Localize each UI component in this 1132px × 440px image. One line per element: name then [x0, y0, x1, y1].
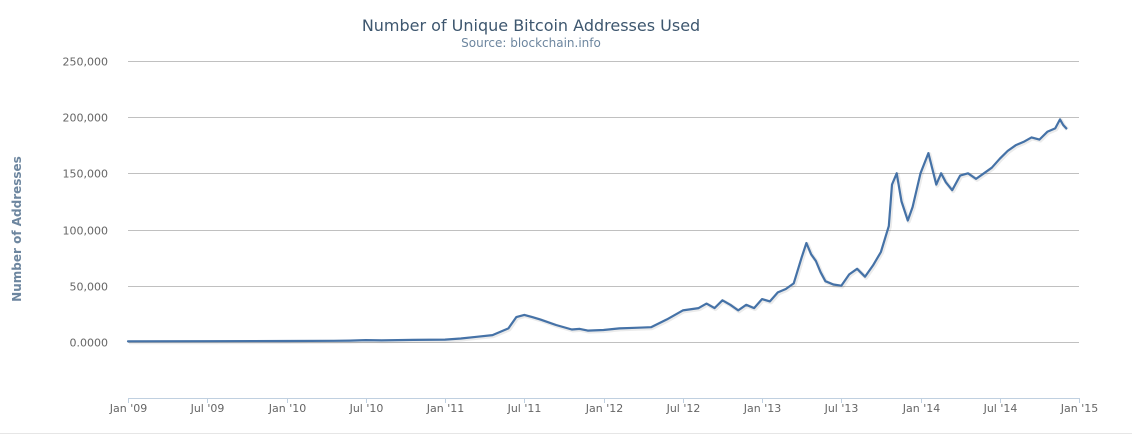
x-tick-label: Jul '10 — [349, 402, 384, 415]
y-tick-label: 0.0000 — [70, 337, 109, 350]
y-tick-label: 200,000 — [63, 112, 109, 125]
chart-subtitle: Source: blockchain.info — [461, 36, 601, 50]
bottom-divider — [0, 433, 1132, 434]
x-tick-label: Jan '14 — [902, 402, 940, 415]
grid-lines — [128, 61, 1079, 343]
y-tick-label: 250,000 — [63, 56, 109, 69]
x-tick-label: Jan '11 — [426, 402, 464, 415]
y-axis-title: Number of Addresses — [10, 156, 24, 302]
x-tick-label: Jan '15 — [1060, 402, 1098, 415]
y-tick-label: 150,000 — [63, 168, 109, 181]
x-tick-label: Jul '11 — [507, 402, 542, 415]
x-tick-label: Jul '09 — [190, 402, 225, 415]
series-line-shadow — [128, 118, 1069, 345]
y-tick-label: 100,000 — [63, 225, 109, 238]
chart-title: Number of Unique Bitcoin Addresses Used — [362, 16, 700, 35]
series-line-0 — [126, 118, 1068, 343]
x-axis: Jan '09 Jul '09 Jan '10 Jul '10 Jan '11 Jul '… — [109, 398, 1098, 415]
x-tick-label: Jan '13 — [743, 402, 781, 415]
x-tick-label: Jan '12 — [585, 402, 623, 415]
x-tick-label: Jan '10 — [268, 402, 306, 415]
x-tick-label: Jul '13 — [824, 402, 859, 415]
y-axis: 0.0000 50,000 100,000 150,000 200,000 250,000 — [63, 56, 109, 350]
series-group — [126, 118, 1069, 345]
x-tick-label: Jul '12 — [666, 402, 701, 415]
x-tick-label: Jan '09 — [109, 402, 147, 415]
y-tick-label: 50,000 — [70, 281, 109, 294]
x-tick-label: Jul '14 — [983, 402, 1018, 415]
